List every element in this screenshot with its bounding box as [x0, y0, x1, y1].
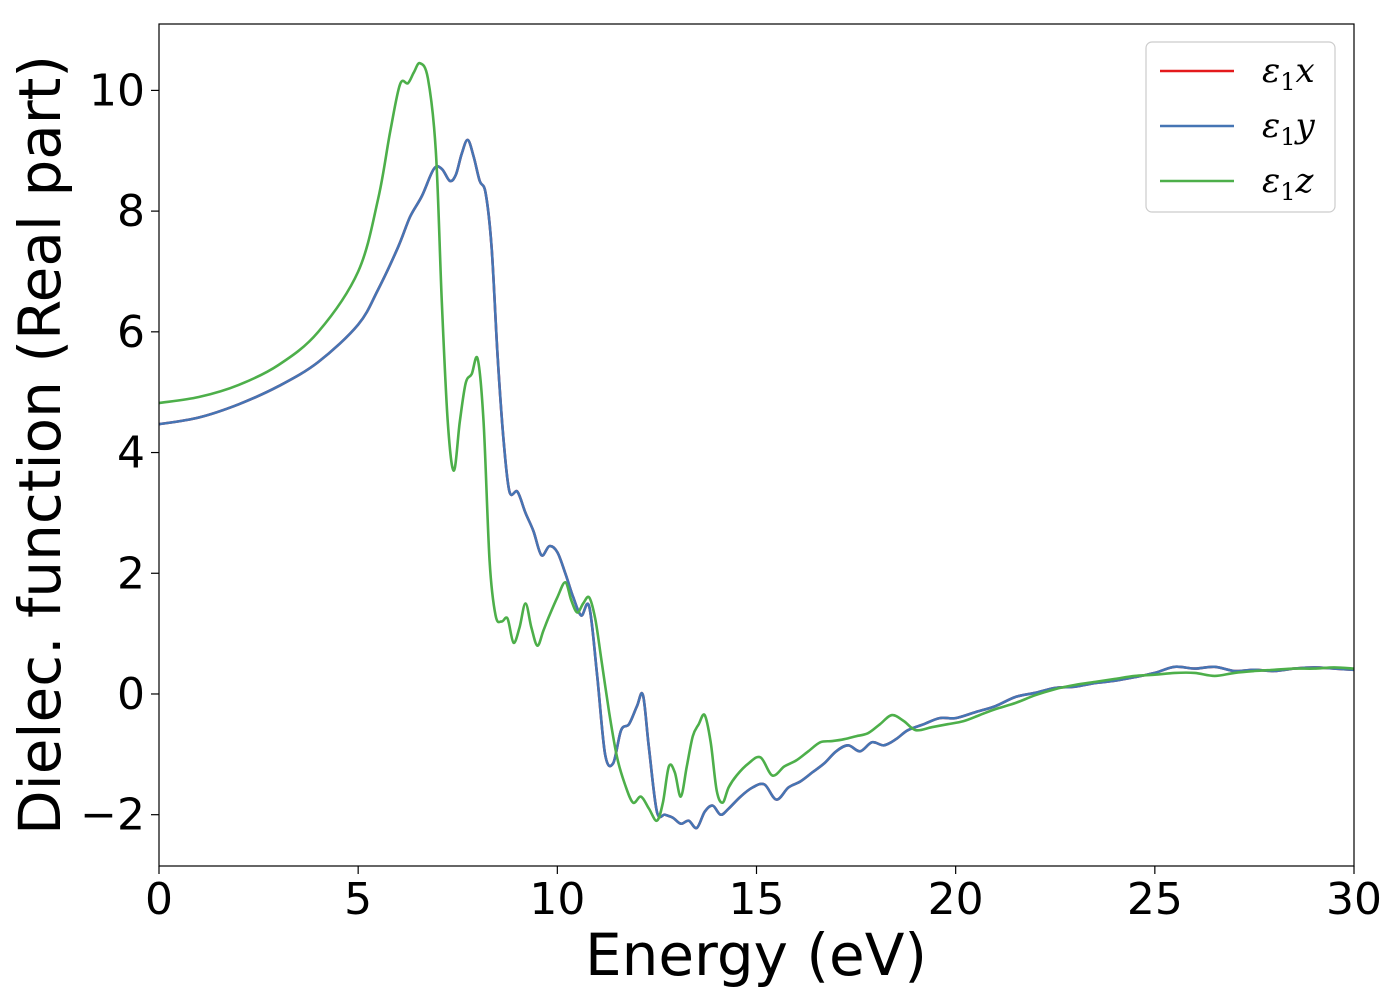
y-axis-ticks: −2 0 2 4 6 8 10	[80, 65, 159, 841]
legend-subscript: 1	[1280, 178, 1295, 206]
y-tick-label: 10	[89, 65, 145, 116]
x-tick-label: 10	[529, 874, 585, 925]
legend-symbol: ε	[1262, 161, 1280, 201]
legend-variable: y	[1294, 106, 1316, 146]
legend-subscript: 1	[1280, 123, 1295, 151]
legend-variable: z	[1295, 161, 1315, 201]
series-line-z	[158, 61, 1355, 822]
x-axis-label: Energy (eV)	[585, 921, 927, 989]
legend-subscript: 1	[1280, 68, 1295, 96]
x-tick-label: 5	[344, 874, 372, 925]
series-layer	[158, 61, 1355, 830]
x-tick-label: 25	[1127, 874, 1183, 925]
x-tick-label: 15	[729, 874, 785, 925]
legend-symbol: ε	[1262, 106, 1280, 146]
y-axis-label: Dielec. function (Real part)	[6, 55, 74, 835]
x-tick-label: 0	[145, 874, 173, 925]
y-tick-label: 2	[117, 548, 145, 599]
y-tick-label: 4	[117, 428, 145, 479]
x-tick-label: 20	[928, 874, 984, 925]
y-tick-label: 0	[117, 669, 145, 720]
legend-frame	[1145, 41, 1336, 213]
x-tick-label: 30	[1326, 874, 1382, 925]
legend-symbol: ε	[1262, 51, 1280, 91]
legend-label-x: ε1x	[1262, 51, 1315, 96]
y-tick-label: −2	[80, 790, 145, 841]
y-tick-label: 6	[117, 307, 145, 358]
y-tick-label: 8	[117, 186, 145, 237]
x-axis-ticks: 0 5 10 15 20 25 30	[145, 866, 1382, 925]
legend-label-y: ε1y	[1262, 106, 1316, 151]
legend-label-z: ε1z	[1262, 161, 1315, 206]
legend-variable: x	[1296, 51, 1315, 91]
